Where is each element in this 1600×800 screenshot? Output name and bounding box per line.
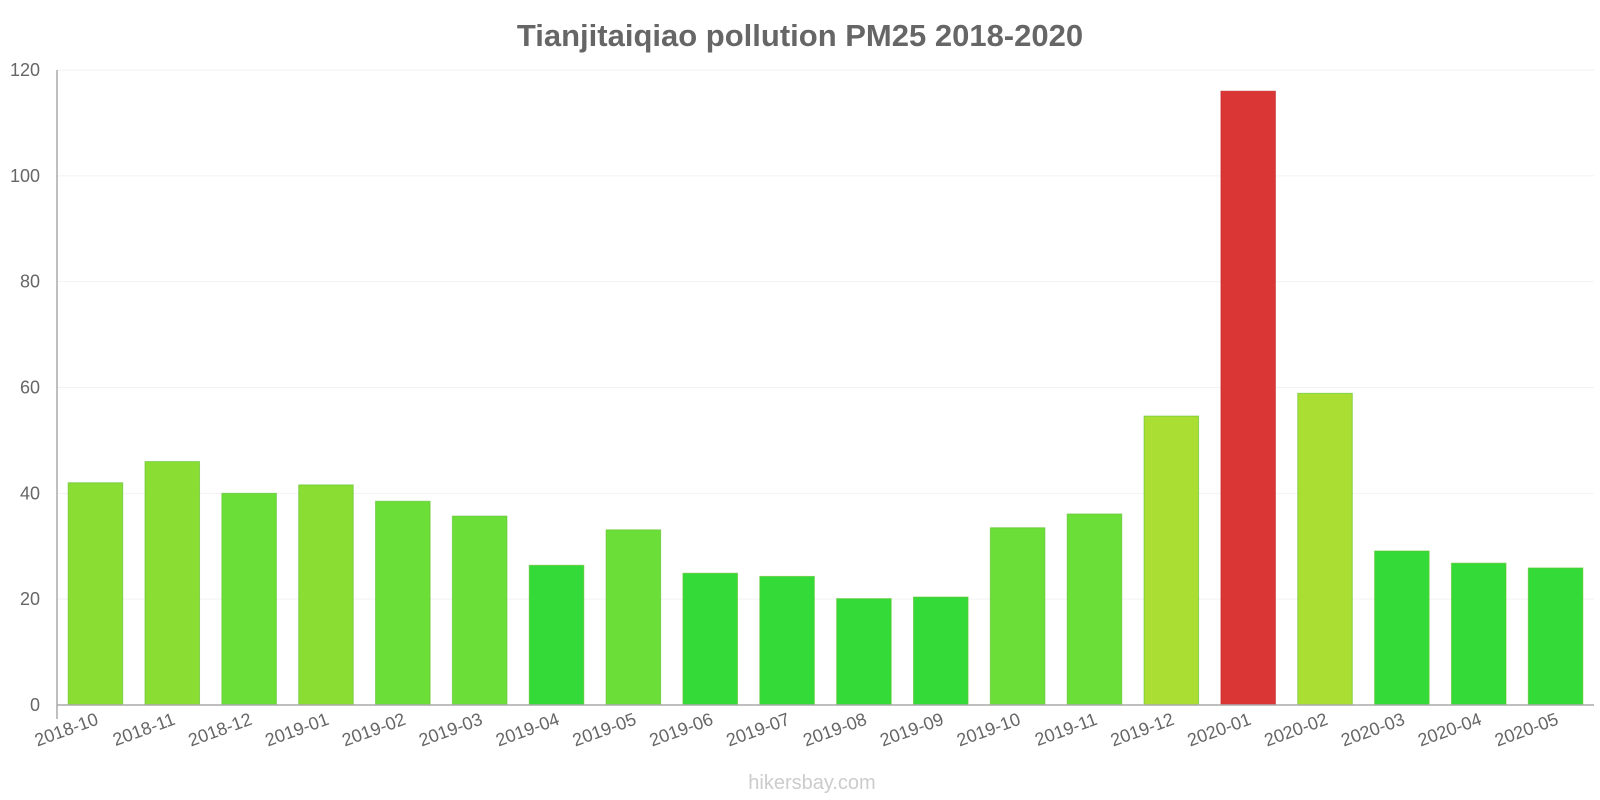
x-tick-label: 2019-07 xyxy=(724,709,793,750)
x-tick-label: 2019-10 xyxy=(954,709,1023,750)
bar-2019-09[interactable] xyxy=(912,596,969,706)
x-tick-label: 2019-04 xyxy=(493,709,562,750)
y-tick-label: 40 xyxy=(20,483,40,503)
bar-2020-05[interactable] xyxy=(1527,567,1584,706)
bars xyxy=(67,90,1584,706)
bar-2020-03[interactable] xyxy=(1374,550,1430,706)
x-tick-label: 2020-01 xyxy=(1185,709,1254,750)
watermark: hikersbay.com xyxy=(748,772,875,794)
bar-2019-01[interactable] xyxy=(298,484,354,706)
x-tick-label: 2020-03 xyxy=(1338,709,1407,750)
bar-2020-02[interactable] xyxy=(1297,392,1353,706)
bar-2019-02[interactable] xyxy=(375,500,431,706)
x-tick-label: 2018-12 xyxy=(186,709,255,750)
y-tick-label: 60 xyxy=(20,378,40,398)
x-tick-label: 2018-10 xyxy=(32,709,101,750)
grid-lines xyxy=(57,69,1594,600)
x-tick-label: 2019-12 xyxy=(1108,709,1177,750)
x-tick-label: 2019-05 xyxy=(570,709,639,750)
x-tick-label: 2019-02 xyxy=(339,709,408,750)
bar-2019-11[interactable] xyxy=(1066,513,1123,706)
bar-2019-03[interactable] xyxy=(451,515,508,706)
x-tick-label: 2019-08 xyxy=(800,709,869,750)
y-tick-label: 120 xyxy=(10,60,40,80)
bar-2018-12[interactable] xyxy=(221,492,277,706)
y-tick-label: 100 xyxy=(10,166,40,186)
bar-2020-04[interactable] xyxy=(1450,562,1507,706)
bar-2019-05[interactable] xyxy=(605,529,662,706)
x-axis-ticks: 2018-10 2018-11 2018-12 2019-01 2019-02 2019-… xyxy=(32,709,1561,750)
bar-2018-10[interactable] xyxy=(67,482,124,706)
chart-title: Tianjitaiqiao pollution PM25 2018-2020 xyxy=(517,18,1083,53)
x-tick-label: 2020-02 xyxy=(1261,709,1330,750)
bar-2019-10[interactable] xyxy=(989,527,1046,706)
bar-2019-04[interactable] xyxy=(528,564,585,706)
bar-2019-08[interactable] xyxy=(836,598,892,706)
bar-2020-01[interactable] xyxy=(1220,90,1276,706)
x-tick-label: 2019-03 xyxy=(416,709,485,750)
bar-2019-06[interactable] xyxy=(682,572,739,706)
y-tick-label: 20 xyxy=(20,589,40,609)
bar-2018-11[interactable] xyxy=(144,461,201,706)
bar-2019-07[interactable] xyxy=(759,575,815,706)
x-tick-label: 2018-11 xyxy=(110,709,178,750)
x-tick-label: 2019-01 xyxy=(262,709,331,750)
x-tick-label: 2020-04 xyxy=(1415,709,1484,750)
bar-2019-12[interactable] xyxy=(1143,415,1200,706)
y-tick-label: 80 xyxy=(20,272,40,292)
y-tick-label: 0 xyxy=(30,695,40,715)
x-tick-label: 2019-06 xyxy=(647,709,716,750)
y-axis-ticks: 0 20 40 60 80 100 120 xyxy=(10,60,40,715)
x-tick-label: 2020-05 xyxy=(1492,709,1561,750)
x-tick-label: 2019-09 xyxy=(877,709,946,750)
x-tick-label: 2019-11 xyxy=(1032,709,1100,750)
